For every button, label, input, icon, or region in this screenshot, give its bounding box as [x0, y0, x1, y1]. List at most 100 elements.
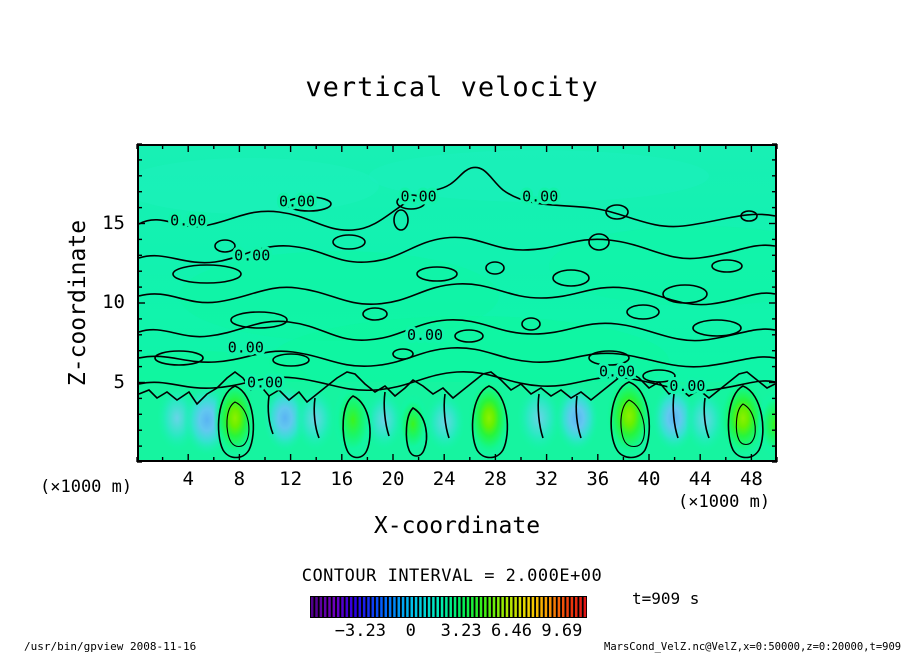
- colorbar[interactable]: [310, 596, 587, 618]
- colorbar-band: [501, 597, 504, 617]
- contour-label: 0.00: [599, 363, 635, 381]
- colorbar-tick-label: 9.69: [541, 621, 583, 641]
- contour-label-halo: 0.00: [234, 246, 270, 264]
- colorbar-band: [484, 597, 487, 617]
- colorbar-band: [375, 597, 379, 617]
- contour-label: 0.00: [247, 374, 283, 392]
- colorbar-band: [388, 597, 392, 617]
- y-tick-label: 10: [102, 291, 125, 313]
- colorbar-band: [332, 597, 336, 617]
- colorbar-band: [527, 597, 530, 617]
- contour-label: 0.00: [170, 212, 206, 230]
- colorbar-band: [384, 597, 388, 617]
- colorbar-band: [497, 597, 500, 617]
- footer-command: /usr/bin/gpview 2008-11-16: [24, 640, 197, 653]
- colorbar-band: [523, 597, 526, 617]
- contour-label-halo: 0.00: [669, 377, 705, 395]
- colorbar-band: [423, 597, 426, 617]
- contour-label: 0.00: [228, 339, 264, 357]
- colorbar-tick-label: 3.23: [440, 621, 482, 641]
- x-tick-label: 44: [688, 468, 712, 490]
- colorbar-band: [341, 597, 344, 617]
- contour-label: 0.00: [522, 188, 558, 206]
- x-tick-label: 20: [381, 468, 405, 490]
- x-tick-label: 24: [432, 468, 456, 490]
- colorbar-band: [553, 597, 556, 617]
- colorbar-band: [367, 597, 370, 617]
- colorbar-tick-label: −3.23: [334, 621, 386, 641]
- footer-dataset: MarsCond_VelZ.nc@VelZ,x=0:50000,z=0:2000…: [604, 641, 902, 653]
- colorbar-band: [488, 597, 491, 617]
- contour-label: 0.00: [669, 377, 705, 395]
- page-title: vertical velocity: [305, 72, 599, 103]
- contour-label-halo: 0.00: [279, 192, 315, 210]
- colorbar-band: [471, 597, 474, 617]
- x-tick-label: 48: [739, 468, 763, 490]
- colorbar-band: [401, 597, 405, 617]
- colorbar-band: [427, 597, 431, 617]
- x-tick-label: 36: [586, 468, 610, 490]
- colorbar-band: [440, 597, 444, 617]
- y-axis-units: (×1000 m): [40, 477, 133, 497]
- colorbar-band: [583, 597, 587, 617]
- colorbar-band: [315, 597, 318, 617]
- contour-label: 0.00: [407, 326, 443, 344]
- x-tick-label: 12: [279, 468, 303, 490]
- colorbar-band: [566, 597, 569, 617]
- contour-label-halo: 0.00: [247, 374, 283, 392]
- colorbar-canvas: [310, 597, 587, 617]
- contour-label: 0.00: [234, 246, 270, 264]
- x-tick-label: 8: [233, 468, 246, 490]
- x-tick-label: 28: [483, 468, 507, 490]
- contour-label: 0.00: [401, 188, 437, 206]
- colorbar-band: [453, 597, 457, 617]
- contour-label-halo: 0.00: [228, 339, 264, 357]
- contour-label: 0.00: [279, 192, 315, 210]
- y-tick-label: 5: [113, 370, 125, 393]
- y-tick-label: 15: [102, 211, 125, 234]
- colorbar-band: [349, 597, 353, 617]
- colorbar-band: [479, 597, 483, 617]
- colorbar-band: [336, 597, 340, 617]
- colorbar-band: [458, 597, 461, 617]
- colorbar-band: [518, 597, 522, 617]
- time-label: t=909 s: [632, 589, 700, 608]
- colorbar-band: [505, 597, 509, 617]
- colorbar-band: [531, 597, 535, 617]
- colorbar-band: [475, 597, 478, 617]
- contour-plot-area[interactable]: 0.00 0.00 0.00 0.00 0.00 0.00 0.00 0.00 0.00 0.00…: [137, 144, 777, 462]
- colorbar-band: [570, 597, 574, 617]
- y-axis-title: Z-coordinate: [65, 219, 91, 387]
- colorbar-band: [540, 597, 543, 617]
- colorbar-band: [561, 597, 565, 617]
- colorbar-band: [345, 597, 349, 617]
- colorbar-tick-labels: −3.23 0 3.23 6.46 9.69: [300, 621, 600, 641]
- contour-label-halo: 0.00: [599, 363, 635, 381]
- colorbar-tick-label: 6.46: [491, 621, 532, 641]
- x-tick-label: 4: [182, 468, 194, 490]
- colorbar-band: [319, 597, 323, 617]
- colorbar-band: [397, 597, 401, 617]
- colorbar-band: [445, 597, 448, 617]
- colorbar-band: [574, 597, 578, 617]
- contour-label-halo: 0.00: [407, 326, 443, 344]
- x-axis-title: X-coordinate: [373, 513, 541, 539]
- contour-label-halo: 0.00: [522, 188, 558, 206]
- colorbar-band: [449, 597, 452, 617]
- contour-interval-label: CONTOUR INTERVAL = 2.000E+00: [301, 566, 603, 586]
- colorbar-band: [462, 597, 465, 617]
- colorbar-band: [393, 597, 396, 617]
- colorbar-band: [514, 597, 517, 617]
- colorbar-band: [323, 597, 327, 617]
- colorbar-band: [557, 597, 561, 617]
- colorbar-band: [406, 597, 409, 617]
- colorbar-band: [410, 597, 414, 617]
- colorbar-band: [432, 597, 435, 617]
- colorbar-band: [436, 597, 439, 617]
- colorbar-band: [358, 597, 362, 617]
- colorbar-band: [371, 597, 375, 617]
- colorbar-band: [579, 597, 582, 617]
- colorbar-band: [328, 597, 331, 617]
- x-tick-label: 32: [535, 468, 559, 490]
- colorbar-band: [414, 597, 418, 617]
